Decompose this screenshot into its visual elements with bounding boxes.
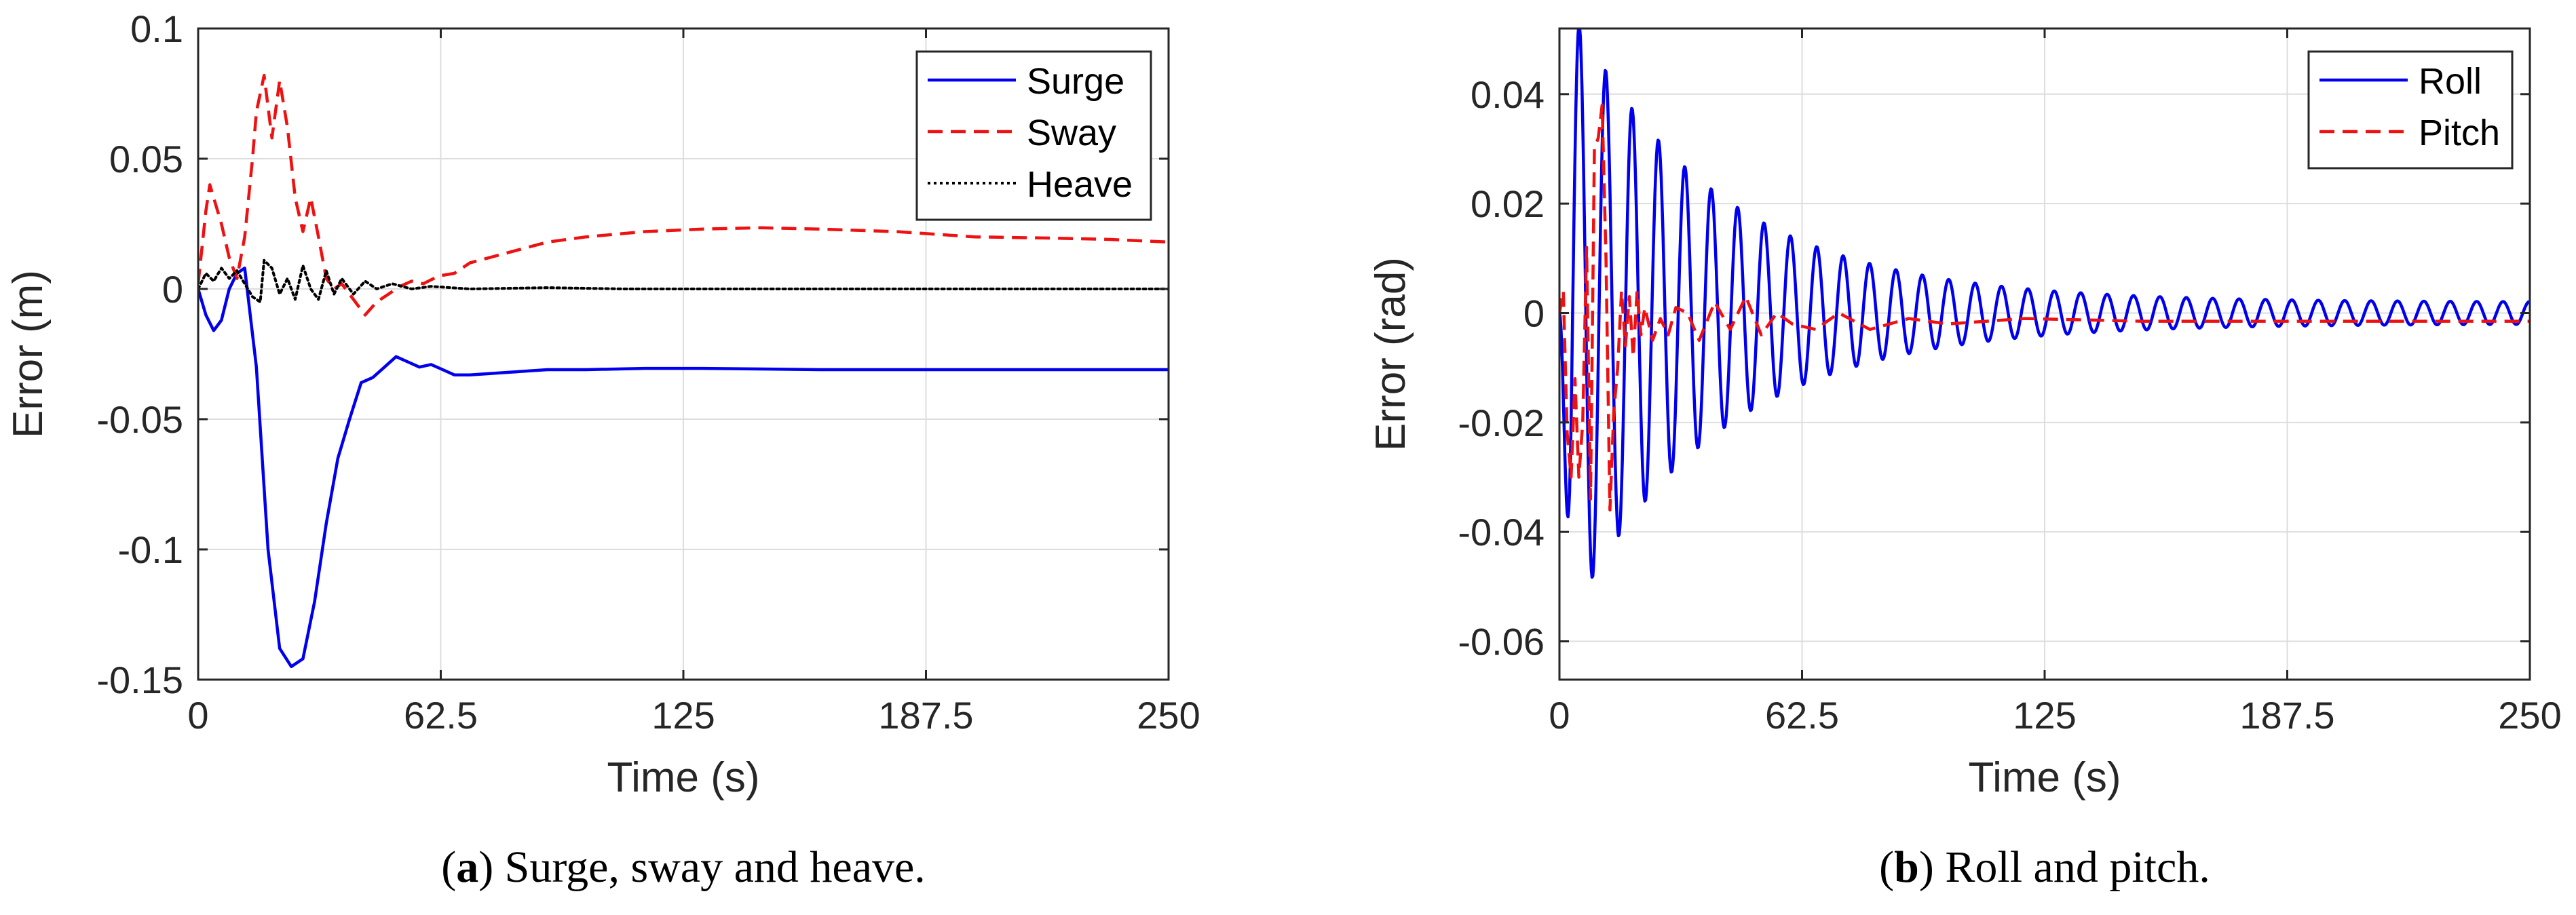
x-tick-label: 0: [1549, 694, 1570, 737]
y-tick-label: -0.06: [1458, 621, 1545, 663]
legend-label-pitch: Pitch: [2419, 113, 2500, 153]
series-group: [198, 73, 1169, 669]
legend: Surge Sway Heave: [915, 50, 1152, 221]
y-axis-label: Error (m): [5, 270, 52, 438]
series-line-roll: [1559, 28, 2530, 579]
legend-label-sway: Sway: [1027, 113, 1116, 153]
x-tick-label: 250: [1137, 694, 1200, 737]
legend: Roll Pitch: [2307, 50, 2514, 170]
y-tick-label: -0.02: [1458, 402, 1545, 444]
y-tick-label: 0: [162, 268, 183, 311]
y-tick-label: 0.02: [1471, 182, 1545, 225]
x-tick-label: 62.5: [1765, 694, 1839, 737]
series-group: [1559, 28, 2530, 579]
y-tick-label: 0.1: [130, 7, 183, 50]
caption-text: Roll and pitch.: [1934, 842, 2210, 892]
caption: (b) Roll and pitch.: [1879, 842, 2210, 892]
caption-paren-open: (: [441, 842, 456, 892]
x-tick-label: 0: [187, 694, 208, 737]
y-tick-label: -0.1: [118, 528, 184, 571]
legend-label-roll: Roll: [2419, 61, 2482, 102]
caption-label: a: [456, 842, 478, 892]
legend-label-surge: Surge: [1027, 61, 1124, 102]
x-axis-label: Time (s): [607, 754, 760, 801]
caption: (a) Surge, sway and heave.: [441, 842, 926, 892]
x-axis-label: Time (s): [1969, 754, 2121, 801]
x-tick-label: 187.5: [2239, 694, 2334, 737]
legend-label-heave: Heave: [1027, 164, 1133, 205]
legend-box: [2307, 50, 2514, 170]
y-tick-label: 0: [1523, 292, 1545, 334]
x-tick-label: 250: [2498, 694, 2561, 737]
x-tick-label: 187.5: [878, 694, 973, 737]
y-tick-label: -0.15: [96, 659, 183, 701]
series-line-surge: [198, 267, 1169, 669]
x-tick-label: 125: [2013, 694, 2076, 737]
x-tick-label: 62.5: [404, 694, 478, 737]
caption-paren-open: (: [1879, 842, 1894, 892]
series-line-heave: [198, 258, 1169, 304]
x-tick-label: 125: [651, 694, 715, 737]
chart-panel-a: 0 62.5 125 187.5 250 -0.15 -0.1 -0.05 0 0.05 0.1 Ti…: [5, 7, 1200, 892]
y-tick-label: 0.05: [109, 138, 183, 180]
series-line-sway: [198, 73, 1169, 317]
chart-panel-b: 0 62.5 125 187.5 250 -0.06 -0.04 -0.02 0 0.02 0.04…: [1367, 27, 2562, 892]
y-axis-label: Error (rad): [1367, 257, 1414, 451]
series-line-pitch: [1559, 103, 2530, 512]
y-tick-label: -0.04: [1458, 511, 1545, 553]
y-tick-label: -0.05: [96, 398, 183, 441]
caption-text: Surge, sway and heave.: [493, 842, 926, 892]
y-tick-label: 0.04: [1471, 73, 1545, 116]
caption-paren-close: ): [478, 842, 493, 892]
caption-label: b: [1894, 842, 1919, 892]
caption-paren-close: ): [1919, 842, 1934, 892]
